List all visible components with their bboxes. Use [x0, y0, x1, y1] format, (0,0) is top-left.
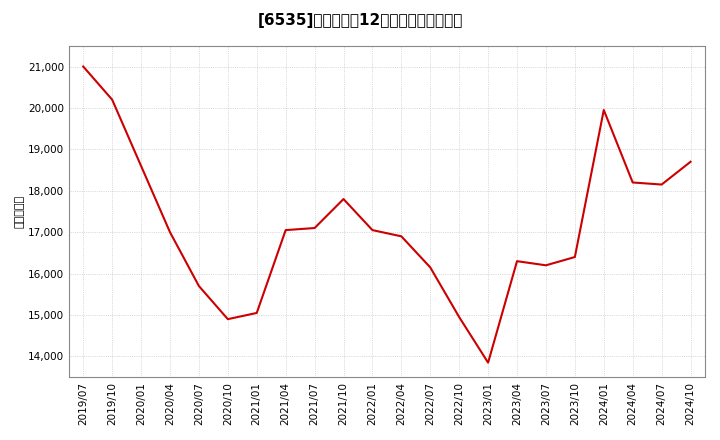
Y-axis label: （百万円）: （百万円）	[15, 195, 25, 228]
Text: [6535]　売上高の12か月移動合計の推移: [6535] 売上高の12か月移動合計の推移	[257, 13, 463, 28]
